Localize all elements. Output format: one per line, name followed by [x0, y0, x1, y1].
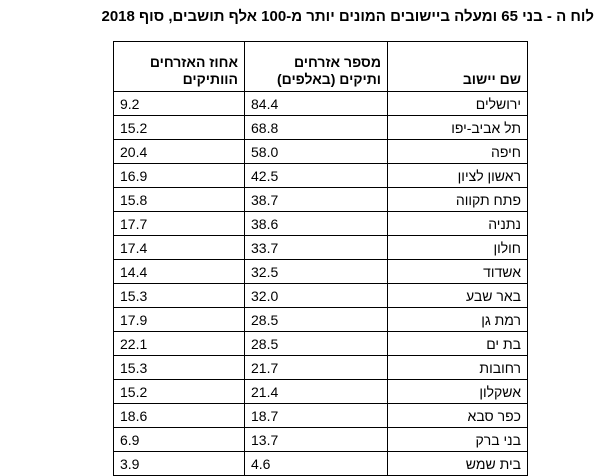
locality-name-cell: כפר סבא: [387, 403, 528, 428]
percent-cell: 17.7: [113, 211, 245, 236]
table-row: 20.4 58.0 חיפה: [113, 139, 528, 164]
table-row: 6.9 13.7 בני ברק: [113, 427, 528, 452]
locality-name-cell: רחובות: [387, 355, 528, 380]
count-cell: 38.6: [244, 211, 388, 236]
table-body: 9.2 84.4 ירושלים 15.2 68.8 תל אביב-יפו 20.4 58.…: [113, 91, 528, 476]
table-row: 15.2 68.8 תל אביב-יפו: [113, 115, 528, 140]
locality-name-cell: רמת גן: [387, 307, 528, 332]
table-row: 15.3 32.0 באר שבע: [113, 283, 528, 308]
locality-name-cell: ירושלים: [387, 91, 528, 116]
table-row: 15.2 21.4 אשקלון: [113, 379, 528, 404]
percent-cell: 17.4: [113, 235, 245, 260]
count-cell: 42.5: [244, 163, 388, 188]
count-cell: 33.7: [244, 235, 388, 260]
count-cell: 18.7: [244, 403, 388, 428]
percent-cell: 15.2: [113, 379, 245, 404]
percent-cell: 6.9: [113, 427, 245, 452]
locality-name-cell: נתניה: [387, 211, 528, 236]
header-count: מספר אזרחים ותיקים (באלפים): [244, 41, 388, 92]
table-row: 15.3 21.7 רחובות: [113, 355, 528, 380]
count-cell: 32.0: [244, 283, 388, 308]
table-row: 16.9 42.5 ראשון לציון: [113, 163, 528, 188]
count-cell: 58.0: [244, 139, 388, 164]
table-row: 9.2 84.4 ירושלים: [113, 91, 528, 116]
locality-name-cell: פתח תקווה: [387, 187, 528, 212]
percent-cell: 20.4: [113, 139, 245, 164]
locality-name-cell: חולון: [387, 235, 528, 260]
percent-cell: 15.2: [113, 115, 245, 140]
percent-cell: 18.6: [113, 403, 245, 428]
count-cell: 28.5: [244, 331, 388, 356]
count-cell: 32.5: [244, 259, 388, 284]
locality-name-cell: חיפה: [387, 139, 528, 164]
locality-name-cell: אשקלון: [387, 379, 528, 404]
count-cell: 84.4: [244, 91, 388, 116]
count-cell: 21.7: [244, 355, 388, 380]
locality-name-cell: ראשון לציון: [387, 163, 528, 188]
table-row: 17.4 33.7 חולון: [113, 235, 528, 260]
elderly-population-table: אחוז האזרחים הוותיקים מספר אזרחים ותיקים…: [113, 41, 528, 476]
header-row: אחוז האזרחים הוותיקים מספר אזרחים ותיקים…: [113, 41, 528, 92]
locality-name-cell: בני ברק: [387, 427, 528, 452]
percent-cell: 15.3: [113, 283, 245, 308]
count-cell: 4.6: [244, 451, 388, 476]
locality-name-cell: אשדוד: [387, 259, 528, 284]
table-title: לוח ה - בני 65 ומעלה ביישובים המונים יות…: [101, 8, 595, 25]
percent-cell: 9.2: [113, 91, 245, 116]
percent-cell: 14.4: [113, 259, 245, 284]
percent-cell: 15.3: [113, 355, 245, 380]
locality-name-cell: באר שבע: [387, 283, 528, 308]
table-row: 18.6 18.7 כפר סבא: [113, 403, 528, 428]
table-row: 17.9 28.5 רמת גן: [113, 307, 528, 332]
percent-cell: 15.8: [113, 187, 245, 212]
header-locality-name: שם יישוב: [387, 41, 528, 92]
table-row: 14.4 32.5 אשדוד: [113, 259, 528, 284]
header-percent: אחוז האזרחים הוותיקים: [113, 41, 245, 92]
percent-cell: 22.1: [113, 331, 245, 356]
count-cell: 38.7: [244, 187, 388, 212]
locality-name-cell: בית שמש: [387, 451, 528, 476]
count-cell: 68.8: [244, 115, 388, 140]
percent-cell: 17.9: [113, 307, 245, 332]
percent-cell: 3.9: [113, 451, 245, 476]
count-cell: 28.5: [244, 307, 388, 332]
locality-name-cell: בת ים: [387, 331, 528, 356]
table-row: 15.8 38.7 פתח תקווה: [113, 187, 528, 212]
table-row: 22.1 28.5 בת ים: [113, 331, 528, 356]
locality-name-cell: תל אביב-יפו: [387, 115, 528, 140]
table-row: 17.7 38.6 נתניה: [113, 211, 528, 236]
percent-cell: 16.9: [113, 163, 245, 188]
count-cell: 21.4: [244, 379, 388, 404]
table-row: 3.9 4.6 בית שמש: [113, 451, 528, 476]
count-cell: 13.7: [244, 427, 388, 452]
